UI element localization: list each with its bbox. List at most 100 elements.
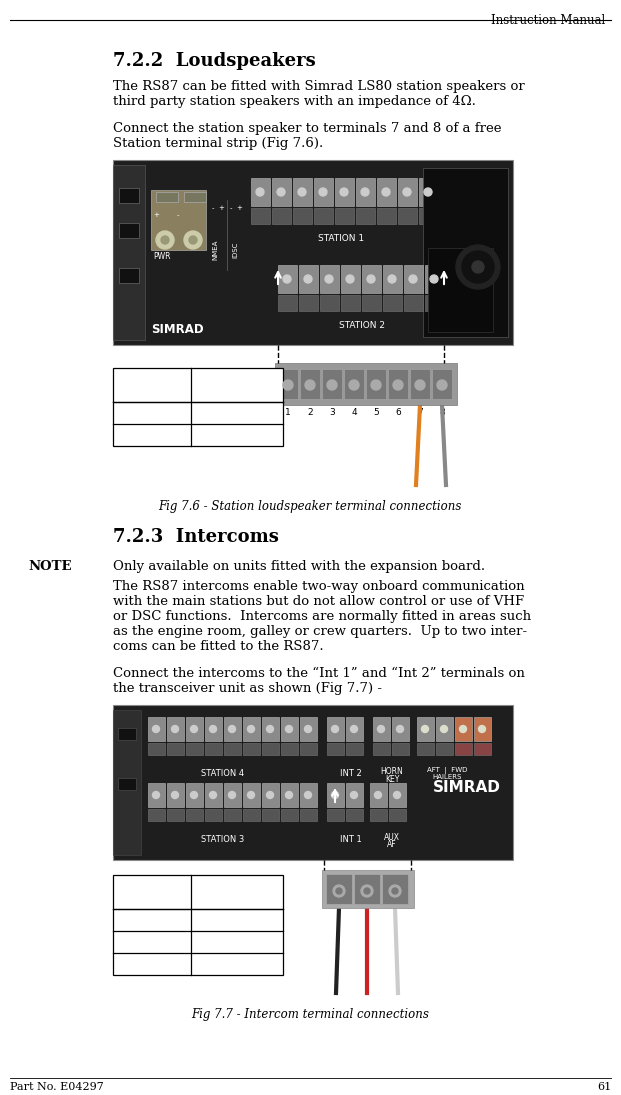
Bar [428,247,493,332]
Text: Fig 7.6 - Station loudspeaker terminal connections: Fig 7.6 - Station loudspeaker terminal c… [158,500,461,512]
Bar [417,744,434,754]
Bar [118,728,136,740]
Circle shape [171,792,178,798]
Bar [392,717,409,741]
Text: +: + [218,205,224,211]
Text: iDSC: iDSC [232,242,238,258]
Bar [377,208,396,224]
Circle shape [283,275,291,283]
Bar [389,809,406,821]
Bar [278,369,298,399]
Bar [167,783,184,807]
Text: Part No. E04297: Part No. E04297 [10,1082,104,1092]
Circle shape [350,792,358,798]
Text: White: White [219,955,255,968]
Bar [299,295,318,311]
Bar [398,208,417,224]
Circle shape [333,885,345,897]
Bar [417,717,434,741]
Circle shape [374,792,381,798]
Circle shape [367,275,375,283]
Circle shape [286,726,292,733]
Circle shape [462,251,494,283]
Text: 7.2.2  Loudspeakers: 7.2.2 Loudspeakers [113,51,315,70]
Circle shape [389,885,401,897]
Circle shape [171,726,178,733]
Bar [346,783,363,807]
Bar [314,178,333,206]
Text: INT 2: INT 2 [340,769,362,779]
Bar [335,208,354,224]
Bar [275,364,457,405]
Bar [299,265,318,293]
Bar [425,295,444,311]
Circle shape [371,380,381,390]
Text: 6: 6 [395,408,401,417]
Text: 5: 5 [373,408,379,417]
Circle shape [392,888,398,894]
Bar [148,809,165,821]
Text: Connect the station speaker to terminals 7 and 8 of a free: Connect the station speaker to terminals… [113,122,502,135]
Bar [404,295,423,311]
Bar [314,208,333,224]
Bar [356,208,375,224]
Text: 4: 4 [351,408,357,417]
Bar [346,809,363,821]
Circle shape [161,237,169,244]
Text: 3: 3 [392,872,398,881]
Bar [373,744,390,754]
Circle shape [283,380,293,390]
Circle shape [456,245,500,289]
Circle shape [248,792,255,798]
Bar [419,208,438,224]
Bar [243,809,260,821]
Circle shape [349,380,359,390]
Circle shape [286,792,292,798]
Text: 3: 3 [329,408,335,417]
Circle shape [256,188,264,196]
Bar [404,265,423,293]
Bar [224,717,241,741]
Bar [113,705,513,860]
Text: 7: 7 [148,403,156,416]
Bar [356,178,375,206]
Bar [389,783,406,807]
Bar [322,369,342,399]
Bar [354,874,380,904]
Text: 1: 1 [148,911,156,923]
Bar [300,744,317,754]
Circle shape [378,726,384,733]
Bar [113,160,513,345]
Bar [184,192,206,201]
Text: +: + [153,212,159,218]
Text: Connect the intercoms to the “Int 1” and “Int 2” terminals on: Connect the intercoms to the “Int 1” and… [113,667,525,680]
Bar [205,717,222,741]
Text: AF: AF [387,840,397,849]
Text: Red: Red [225,933,248,945]
Text: STATION 1: STATION 1 [318,234,364,243]
Bar [419,178,438,206]
Circle shape [229,792,235,798]
Bar [436,744,453,754]
Text: 2: 2 [148,933,156,945]
Bar [205,744,222,754]
Text: Black: Black [220,426,253,438]
Bar [370,809,387,821]
Text: 7.2.3  Intercoms: 7.2.3 Intercoms [113,528,279,546]
Circle shape [350,726,358,733]
Circle shape [340,188,348,196]
Bar [341,265,360,293]
Bar [186,783,203,807]
Bar [335,178,354,206]
Text: Only available on units fitted with the expansion board.: Only available on units fitted with the … [113,560,485,573]
Bar [156,192,178,201]
Text: 7: 7 [417,408,423,417]
Bar [423,168,508,337]
Bar [327,717,344,741]
Circle shape [388,275,396,283]
Text: 1: 1 [285,408,291,417]
Bar [167,744,184,754]
Bar [432,369,452,399]
Text: HAILERS: HAILERS [432,774,461,780]
Bar [272,178,291,206]
